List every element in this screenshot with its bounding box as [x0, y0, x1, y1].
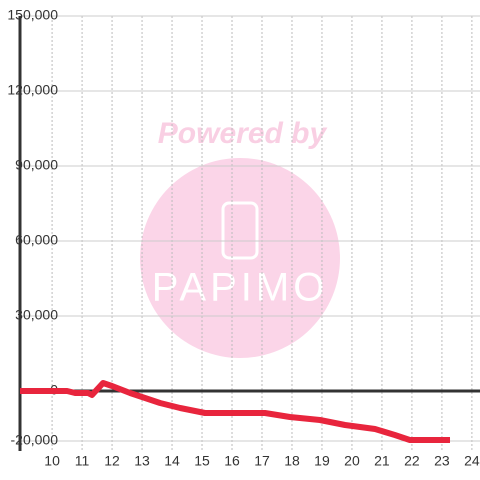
x-tick-label: 15 — [194, 453, 210, 469]
x-tick-label: 12 — [104, 453, 120, 469]
x-tick-label: 16 — [224, 453, 240, 469]
x-tick-label: 22 — [404, 453, 420, 469]
y-tick-label: 60,000 — [15, 232, 58, 248]
x-tick-label: 18 — [284, 453, 300, 469]
y-tick-label: 150,000 — [7, 7, 58, 23]
y-tick-label: 120,000 — [7, 82, 58, 98]
x-tick-label: 13 — [134, 453, 150, 469]
y-tick-label: 90,000 — [15, 157, 58, 173]
x-tick-label: 11 — [75, 453, 90, 469]
x-tick-label: 24 — [464, 453, 480, 469]
x-tick-label: 21 — [374, 453, 390, 469]
x-tick-label: 20 — [344, 453, 360, 469]
x-tick-label: 23 — [434, 453, 450, 469]
y-tick-label: 30,000 — [15, 307, 58, 323]
x-tick-label: 10 — [44, 453, 60, 469]
x-tick-label: 19 — [314, 453, 330, 469]
watermark-icon — [221, 201, 259, 260]
watermark-text: Powered by — [158, 117, 328, 150]
y-tick-label: -20,000 — [11, 432, 59, 448]
x-tick-label: 17 — [254, 453, 270, 469]
x-tick-label: 14 — [164, 453, 180, 469]
series-line — [20, 380, 451, 443]
watermark-logo: PAPIMO — [152, 266, 329, 310]
